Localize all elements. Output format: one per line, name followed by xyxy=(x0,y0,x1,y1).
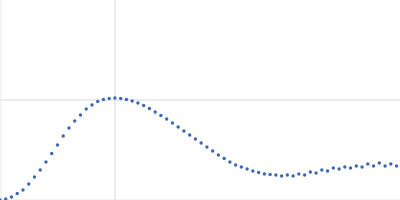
point xyxy=(372,164,375,167)
point xyxy=(349,166,352,169)
point xyxy=(176,125,179,128)
point xyxy=(257,171,260,174)
point xyxy=(108,97,111,100)
point xyxy=(291,174,294,177)
point xyxy=(320,168,323,171)
point xyxy=(360,165,363,168)
point xyxy=(142,104,145,107)
point xyxy=(16,192,19,195)
point xyxy=(389,162,392,165)
point xyxy=(96,100,99,103)
point xyxy=(228,160,231,163)
point xyxy=(125,98,128,101)
point xyxy=(199,141,202,144)
point xyxy=(263,172,266,175)
y-axis-line xyxy=(1,1,2,200)
point xyxy=(280,174,283,177)
points xyxy=(0,96,398,200)
grid-line-y xyxy=(0,100,400,101)
point xyxy=(39,168,42,171)
point xyxy=(303,173,306,176)
point xyxy=(297,172,300,175)
point xyxy=(171,121,174,124)
point xyxy=(4,197,7,200)
point xyxy=(119,97,122,100)
point xyxy=(205,145,208,148)
point xyxy=(343,165,346,168)
point xyxy=(50,152,53,155)
point xyxy=(194,137,197,140)
point xyxy=(245,167,248,170)
point xyxy=(136,101,139,104)
x-axis xyxy=(1,199,400,200)
point xyxy=(286,173,289,176)
point xyxy=(44,160,47,163)
point xyxy=(21,188,24,191)
point xyxy=(217,153,220,156)
point xyxy=(326,169,329,172)
point xyxy=(378,161,381,164)
point xyxy=(148,107,151,110)
point xyxy=(165,117,168,120)
point xyxy=(366,162,369,165)
point xyxy=(251,169,254,172)
point xyxy=(395,164,398,167)
point xyxy=(56,143,59,146)
point xyxy=(314,171,317,174)
point xyxy=(113,96,116,99)
point xyxy=(102,98,105,101)
point xyxy=(0,198,2,200)
grid xyxy=(0,0,400,200)
point xyxy=(85,107,88,110)
point xyxy=(79,113,82,116)
point xyxy=(67,126,70,129)
point xyxy=(130,99,133,102)
point xyxy=(211,149,214,152)
chart xyxy=(0,0,400,200)
point xyxy=(234,163,237,166)
point xyxy=(337,167,340,170)
point xyxy=(90,103,93,106)
point xyxy=(268,173,271,176)
point xyxy=(153,110,156,113)
point xyxy=(355,164,358,167)
point xyxy=(240,165,243,168)
point xyxy=(27,182,30,185)
point xyxy=(332,166,335,169)
point xyxy=(159,114,162,117)
point xyxy=(383,164,386,167)
point xyxy=(222,157,225,160)
point xyxy=(33,175,36,178)
point xyxy=(309,170,312,173)
point xyxy=(10,195,13,198)
point xyxy=(182,129,185,132)
point xyxy=(274,173,277,176)
point xyxy=(73,119,76,122)
point xyxy=(62,134,65,137)
point xyxy=(188,133,191,136)
y-axis xyxy=(0,1,2,200)
